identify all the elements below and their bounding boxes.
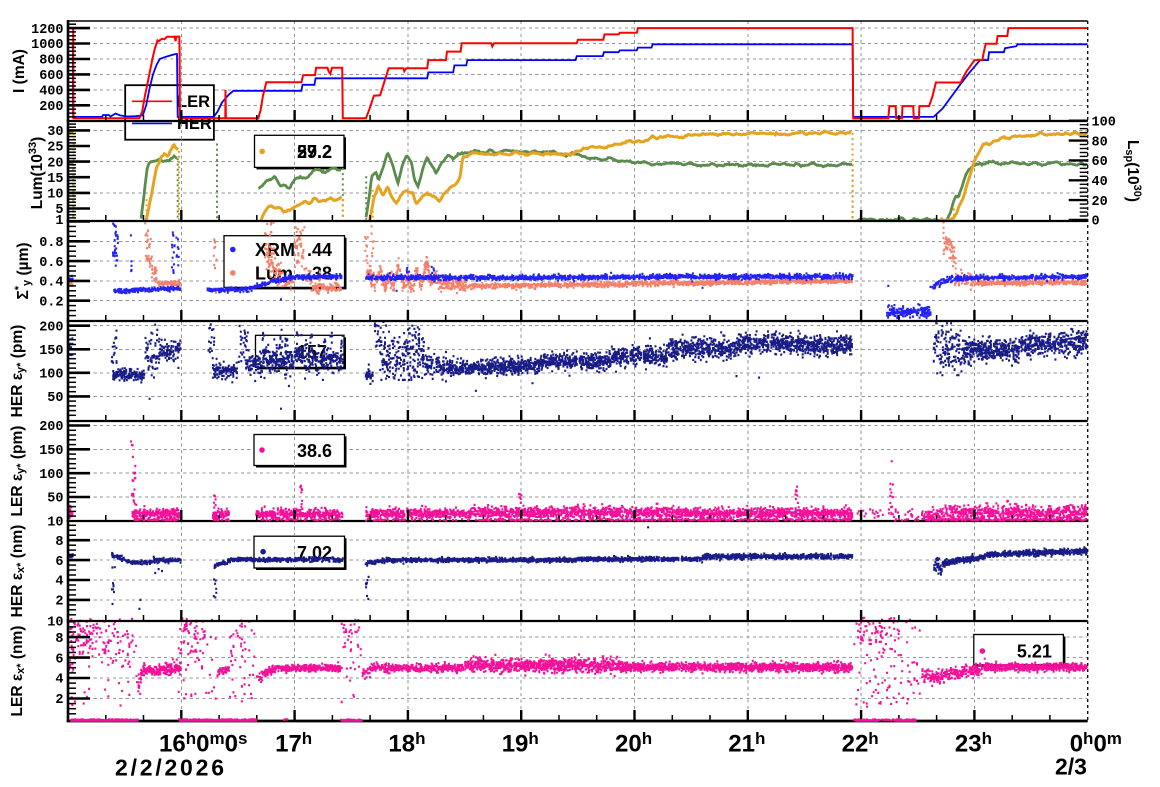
svg-text:57.2: 57.2 bbox=[297, 142, 332, 162]
svg-text:10: 10 bbox=[47, 188, 63, 203]
svg-text:25: 25 bbox=[47, 141, 63, 156]
svg-text:50: 50 bbox=[47, 391, 63, 406]
svg-text:1200: 1200 bbox=[31, 23, 63, 38]
svg-text:100: 100 bbox=[1092, 115, 1116, 130]
svg-text:6: 6 bbox=[55, 652, 63, 667]
svg-text:2: 2 bbox=[55, 595, 63, 610]
svg-text:30: 30 bbox=[47, 125, 63, 140]
svg-text:2/3: 2/3 bbox=[1055, 754, 1087, 780]
svg-text:15: 15 bbox=[47, 172, 63, 187]
svg-text:150: 150 bbox=[39, 444, 63, 459]
svg-text:8: 8 bbox=[55, 632, 63, 647]
svg-text:1000: 1000 bbox=[31, 38, 63, 53]
svg-text:2: 2 bbox=[55, 693, 63, 708]
svg-text:4: 4 bbox=[55, 575, 63, 590]
svg-text:0.4: 0.4 bbox=[39, 276, 63, 291]
svg-text:Σ*y (µm): Σ*y (µm) bbox=[13, 242, 33, 299]
svg-text:LER εx* (nm): LER εx* (nm) bbox=[9, 626, 27, 717]
svg-text:100: 100 bbox=[39, 368, 63, 383]
svg-text:5.21: 5.21 bbox=[1017, 642, 1052, 662]
svg-text:10: 10 bbox=[47, 616, 63, 631]
svg-text:2/2/2026: 2/2/2026 bbox=[115, 755, 224, 781]
svg-text:60: 60 bbox=[1092, 155, 1108, 170]
svg-text:400: 400 bbox=[39, 85, 63, 100]
svg-text:0: 0 bbox=[1092, 215, 1100, 230]
svg-text:Lum(1033): Lum(1033) bbox=[27, 137, 46, 210]
svg-text:HER εx* (nm): HER εx* (nm) bbox=[9, 525, 27, 618]
svg-text:XRM: XRM bbox=[255, 240, 295, 260]
svg-text:10: 10 bbox=[47, 516, 63, 531]
svg-text:16h0m0s: 16h0m0s bbox=[159, 729, 247, 758]
svg-text:1: 1 bbox=[55, 214, 63, 229]
svg-text:100: 100 bbox=[39, 468, 63, 483]
svg-text:6: 6 bbox=[55, 555, 63, 570]
svg-text:20: 20 bbox=[47, 156, 63, 171]
svg-text:150: 150 bbox=[39, 344, 63, 359]
svg-text:600: 600 bbox=[39, 69, 63, 84]
svg-text:I (mA): I (mA) bbox=[11, 49, 28, 93]
svg-text:HER εy* (pm): HER εy* (pm) bbox=[9, 325, 27, 418]
svg-text:0.6: 0.6 bbox=[39, 256, 63, 271]
svg-text:38.6: 38.6 bbox=[297, 441, 332, 461]
svg-text:200: 200 bbox=[39, 100, 63, 115]
svg-text:29.2: 29.2 bbox=[297, 142, 332, 162]
svg-text:20: 20 bbox=[1092, 195, 1108, 210]
svg-text:.44: .44 bbox=[307, 240, 332, 260]
svg-text:HER: HER bbox=[177, 115, 212, 133]
svg-text:0.8: 0.8 bbox=[39, 236, 63, 251]
svg-text:LER: LER bbox=[177, 93, 210, 111]
svg-text:4: 4 bbox=[55, 673, 63, 688]
svg-text:50: 50 bbox=[47, 492, 63, 507]
svg-text:200: 200 bbox=[39, 320, 63, 335]
svg-text:200: 200 bbox=[39, 420, 63, 435]
svg-text:800: 800 bbox=[39, 54, 63, 69]
svg-text:80: 80 bbox=[1092, 135, 1108, 150]
svg-text:5: 5 bbox=[55, 203, 63, 218]
svg-text:0.2: 0.2 bbox=[39, 295, 63, 310]
svg-text:40: 40 bbox=[1092, 175, 1108, 190]
svg-text:LER εy* (pm): LER εy* (pm) bbox=[9, 426, 27, 517]
svg-text:8: 8 bbox=[55, 535, 63, 550]
